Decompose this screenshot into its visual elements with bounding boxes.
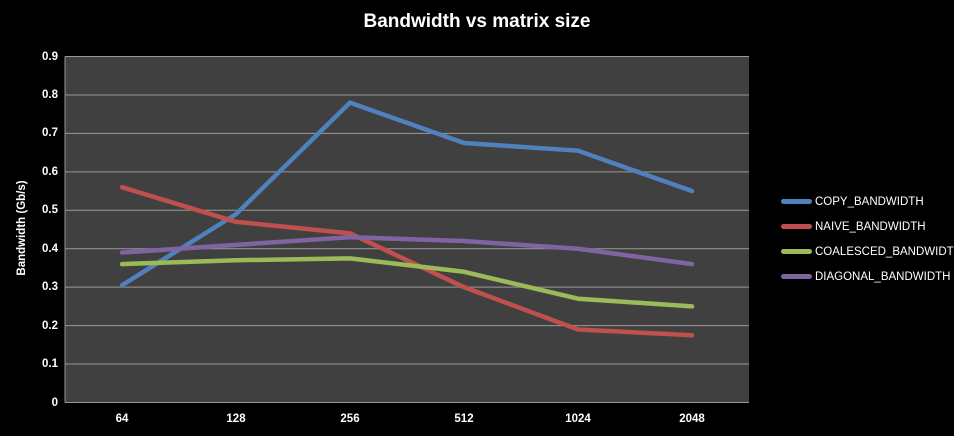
series-line-diagonal_bandwidth <box>119 234 695 267</box>
series-line-copy_bandwidth <box>119 100 695 288</box>
y-tick-label: 0.8 <box>42 88 58 101</box>
x-tick-label: 128 <box>226 413 246 425</box>
y-tick-label: 0.7 <box>42 127 58 140</box>
legend-label: COALESCED_BANDWIDTH <box>815 245 954 258</box>
legend-marker-icon <box>781 249 812 254</box>
y-tick-label: 0.3 <box>42 281 58 294</box>
y-tick-label: 0.9 <box>42 50 58 63</box>
y-tick-label: 0 <box>51 396 58 409</box>
legend-item: NAIVE_BANDWIDTH <box>781 214 954 239</box>
legend: COPY_BANDWIDTH NAIVE_BANDWIDTH COALESCED_B… <box>781 189 954 289</box>
x-tick-label: 1024 <box>565 413 591 425</box>
x-tick-label: 64 <box>115 413 129 425</box>
x-tick-label: 512 <box>454 413 474 425</box>
legend-marker-icon <box>781 274 812 279</box>
y-tick-label: 0.4 <box>42 242 58 255</box>
y-tick-label: 0.1 <box>42 358 58 371</box>
legend-marker-icon <box>781 224 812 229</box>
y-tick-label: 0.6 <box>42 165 58 178</box>
chart-title: Bandwidth vs matrix size <box>363 11 591 32</box>
legend-item: DIAGONAL_BANDWIDTH <box>781 264 954 289</box>
plot-background <box>65 56 749 403</box>
series-line-coalesced_bandwidth <box>119 256 695 309</box>
y-tick-label: 0.5 <box>42 204 58 217</box>
legend-item: COPY_BANDWIDTH <box>781 189 954 214</box>
legend-marker-icon <box>781 199 812 204</box>
x-tick-label: 2048 <box>679 413 705 425</box>
legend-label: DIAGONAL_BANDWIDTH <box>815 270 951 283</box>
legend-label: NAIVE_BANDWIDTH <box>815 220 926 233</box>
y-tick-label: 0.2 <box>42 319 58 332</box>
series-line-naive_bandwidth <box>119 184 695 338</box>
legend-item: COALESCED_BANDWIDTH <box>781 239 954 264</box>
x-tick-label: 256 <box>340 413 360 425</box>
legend-label: COPY_BANDWIDTH <box>815 195 924 208</box>
